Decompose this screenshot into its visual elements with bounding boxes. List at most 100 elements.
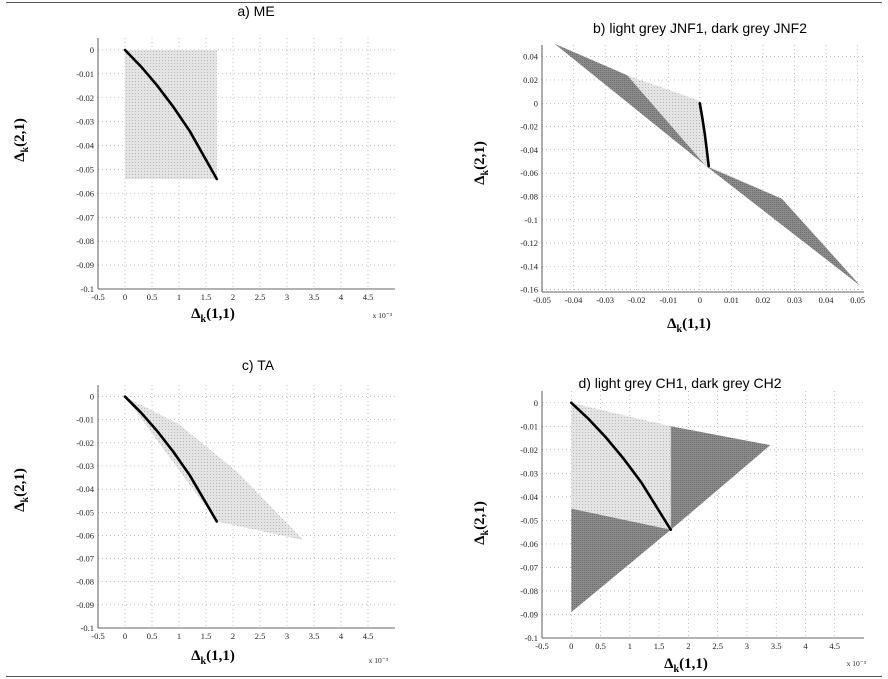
x-tick-label: 3 bbox=[285, 292, 289, 302]
panel-b: -0.05 -0.04 -0.03 -0.02 -0.01 0 0.01 0.02 0.03 0.… bbox=[472, 43, 865, 335]
y-tick-label: -0.07 bbox=[520, 562, 538, 572]
x-tick-label: -0.04 bbox=[565, 295, 583, 305]
x-tick-label: -0.01 bbox=[659, 295, 677, 305]
y-tick-label: -0.02 bbox=[520, 122, 538, 132]
x-tick-label: 2 bbox=[231, 292, 235, 302]
y-tick-label: -0.07 bbox=[76, 212, 94, 222]
x-tick-label: -0.5 bbox=[91, 292, 104, 302]
x-tick-label: 3.5 bbox=[771, 641, 782, 651]
y-tick-label: -0.1 bbox=[525, 633, 538, 643]
x-tick-label: -0.5 bbox=[91, 631, 104, 641]
y-tick-label: -0.09 bbox=[76, 600, 94, 610]
y-axis-label: Δk(2,1) bbox=[472, 141, 491, 185]
x-axis-label: Δk(1,1) bbox=[191, 648, 235, 667]
y-tick-label: 0 bbox=[90, 45, 94, 55]
y-tick-label: -0.1 bbox=[525, 215, 538, 225]
x-multiplier-label: x 10⁻³ bbox=[369, 656, 389, 665]
y-tick-label: -0.06 bbox=[520, 168, 538, 178]
x-tick-label: -0.5 bbox=[535, 641, 548, 651]
y-tick-label: -0.02 bbox=[76, 93, 94, 103]
x-tick-label: 0.05 bbox=[850, 295, 865, 305]
light-grey-region-1 bbox=[125, 50, 217, 179]
y-tick-label: -0.04 bbox=[76, 141, 94, 151]
y-tick-label: -0.02 bbox=[76, 438, 94, 448]
x-tick-label: 1.5 bbox=[654, 641, 665, 651]
x-tick-label: 3.5 bbox=[309, 631, 320, 641]
y-tick-label: -0.02 bbox=[520, 445, 538, 455]
y-tick-label: -0.03 bbox=[520, 468, 538, 478]
panel-d-title: d) light grey CH1, dark grey CH2 bbox=[578, 375, 782, 391]
solution-curve bbox=[698, 102, 710, 168]
x-axis-label: Δk(1,1) bbox=[664, 656, 708, 675]
x-tick-label: 2.5 bbox=[255, 292, 266, 302]
panel-c-title: c) TA bbox=[241, 357, 275, 373]
x-tick-label: 2.5 bbox=[712, 641, 723, 651]
y-tick-label: 0 bbox=[90, 392, 94, 402]
y-tick-label: -0.14 bbox=[520, 261, 538, 271]
x-axis-label: Δk(1,1) bbox=[191, 306, 235, 325]
y-tick-label: -0.08 bbox=[76, 236, 94, 246]
x-tick-label: 0 bbox=[123, 631, 127, 641]
y-tick-label: -0.05 bbox=[520, 515, 538, 525]
x-tick-label: 0 bbox=[569, 641, 573, 651]
y-tick-label: -0.09 bbox=[76, 260, 94, 270]
y-tick-label: -0.06 bbox=[76, 188, 94, 198]
y-tick-label: -0.08 bbox=[76, 577, 94, 587]
x-tick-label: 4.5 bbox=[829, 641, 840, 651]
y-tick-label: -0.1 bbox=[81, 623, 94, 633]
y-tick-label: -0.04 bbox=[520, 492, 538, 502]
y-tick-label: -0.05 bbox=[76, 164, 94, 174]
y-tick-label: 0 bbox=[534, 98, 538, 108]
solution-curve bbox=[123, 48, 219, 181]
light-grey-region-1 bbox=[571, 402, 671, 530]
x-tick-label: 3.5 bbox=[309, 292, 320, 302]
light-grey-region-1 bbox=[125, 396, 304, 541]
x-tick-label: -0.05 bbox=[533, 295, 551, 305]
solution-curve bbox=[570, 401, 673, 532]
x-tick-label: 2 bbox=[686, 641, 690, 651]
x-tick-label: 2.5 bbox=[255, 631, 266, 641]
x-tick-label: 0.5 bbox=[147, 631, 158, 641]
x-multiplier-label: x 10⁻³ bbox=[847, 659, 867, 668]
panel-b-title: b) light grey JNF1, dark grey JNF2 bbox=[593, 20, 807, 36]
dark-grey-region-2 bbox=[670, 426, 771, 530]
panel-c: -0.5 0 0.5 1 1.5 2 2.5 3 3.5 4 4.5 0 -0.01 -0.02 -0.03… bbox=[12, 385, 395, 667]
x-tick-label: 0.03 bbox=[787, 295, 802, 305]
x-tick-label: 4.5 bbox=[363, 292, 374, 302]
dark-grey-region-3 bbox=[571, 508, 671, 613]
x-tick-label: 1 bbox=[628, 641, 632, 651]
x-tick-label: 0.01 bbox=[724, 295, 739, 305]
y-tick-label: -0.01 bbox=[76, 415, 94, 425]
x-tick-label: 4 bbox=[803, 641, 808, 651]
bottom-rule bbox=[6, 676, 882, 677]
y-tick-label: -0.04 bbox=[520, 145, 538, 155]
x-tick-label: 1 bbox=[177, 292, 181, 302]
y-tick-label: 0 bbox=[534, 398, 538, 408]
x-tick-label: 0.5 bbox=[147, 292, 158, 302]
y-axis-label: Δk(2,1) bbox=[472, 501, 491, 545]
y-tick-label: -0.16 bbox=[520, 285, 538, 295]
x-tick-label: 3 bbox=[285, 631, 289, 641]
y-tick-label: -0.04 bbox=[76, 484, 94, 494]
y-axis-label: Δk(2,1) bbox=[12, 468, 31, 512]
y-tick-label: -0.12 bbox=[520, 238, 538, 248]
y-tick-label: 0.02 bbox=[523, 75, 538, 85]
y-tick-label: -0.06 bbox=[76, 530, 94, 540]
y-axis-label: Δk(2,1) bbox=[12, 118, 31, 162]
x-tick-label: 0 bbox=[698, 295, 702, 305]
y-tick-label: -0.01 bbox=[76, 69, 94, 79]
x-axis-label: Δk(1,1) bbox=[667, 316, 711, 335]
x-tick-label: 2 bbox=[231, 631, 235, 641]
y-tick-label: -0.06 bbox=[520, 539, 538, 549]
y-tick-label: 0.04 bbox=[523, 52, 539, 62]
x-tick-label: 4 bbox=[339, 631, 344, 641]
x-tick-label: 3 bbox=[745, 641, 749, 651]
y-tick-label: -0.07 bbox=[76, 554, 94, 564]
x-tick-label: -0.03 bbox=[596, 295, 614, 305]
y-tick-label: -0.1 bbox=[81, 284, 94, 294]
y-tick-label: -0.03 bbox=[76, 461, 94, 471]
x-tick-label: 1.5 bbox=[201, 292, 212, 302]
x-tick-label: 0 bbox=[123, 292, 127, 302]
